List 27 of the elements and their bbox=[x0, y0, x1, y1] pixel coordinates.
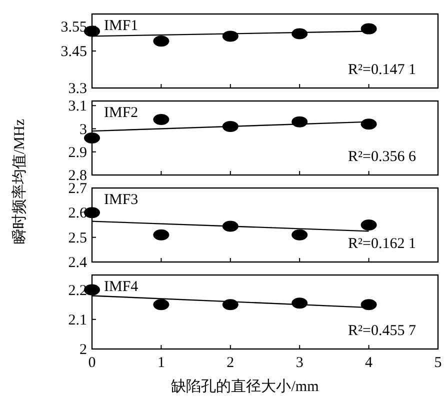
annotation: IMF4 bbox=[104, 279, 139, 295]
y-axis-title: 瞬时频率均值/MHz bbox=[11, 118, 28, 244]
x-tick-label: 1 bbox=[157, 355, 165, 371]
y-tick-label: 2.4 bbox=[68, 255, 88, 271]
annotation: R²=0.162 1 bbox=[348, 236, 416, 252]
y-tick-label: 2.7 bbox=[68, 181, 88, 197]
y-tick-label: 2.1 bbox=[68, 312, 87, 328]
annotation: R²=0.356 6 bbox=[348, 149, 416, 165]
y-tick-label: 3.1 bbox=[68, 98, 87, 115]
y-tick-label: 2.8 bbox=[68, 168, 87, 184]
y-tick-label: 2.9 bbox=[68, 144, 87, 161]
x-tick-label: 3 bbox=[296, 355, 304, 371]
x-tick-label: 2 bbox=[226, 355, 234, 371]
annotation: IMF3 bbox=[104, 192, 138, 208]
x-axis-title: 缺陷孔的直径大小/mm bbox=[171, 378, 320, 395]
x-tick-label: 5 bbox=[434, 355, 442, 371]
annotation: IMF2 bbox=[104, 105, 138, 121]
y-tick-label: 2.5 bbox=[68, 230, 87, 246]
y-tick-label: 3.45 bbox=[60, 44, 87, 60]
x-tick-label: 0 bbox=[88, 355, 96, 371]
x-tick-label: 4 bbox=[365, 355, 374, 371]
y-tick-label: 3.3 bbox=[68, 81, 87, 97]
y-tick-label: 2 bbox=[80, 342, 87, 358]
annotation: R²=0.455 7 bbox=[348, 323, 416, 339]
annotation: IMF1 bbox=[104, 18, 138, 34]
y-tick-label: 3 bbox=[80, 122, 87, 138]
annotation: R²=0.147 1 bbox=[348, 62, 416, 78]
